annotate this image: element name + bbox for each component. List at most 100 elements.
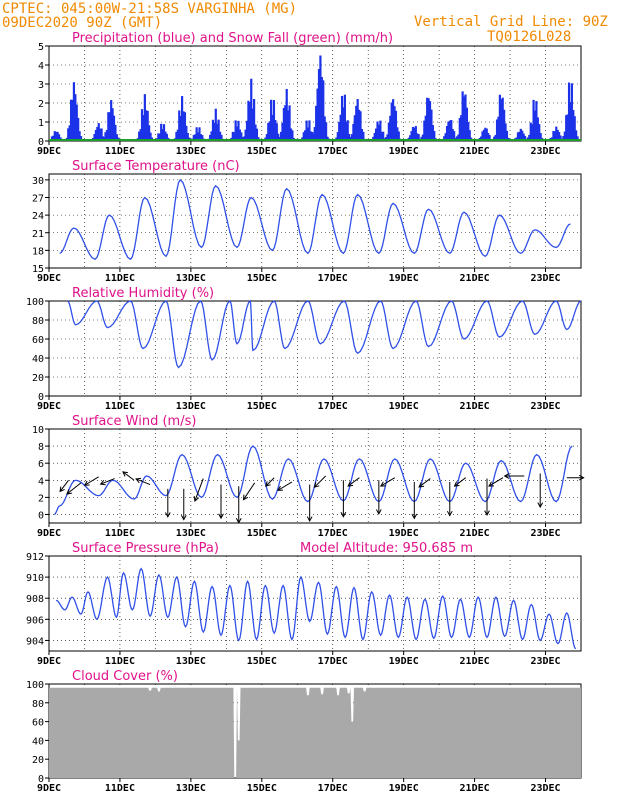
precip-bar (72, 82, 76, 141)
precip-bar (79, 136, 83, 141)
precip-bar (457, 134, 460, 141)
panel-title: Cloud Cover (%) (72, 669, 178, 684)
precip-bar (265, 134, 268, 141)
header-date: 09DEC2020 90Z (GMT) (2, 15, 162, 31)
precip-bar (162, 124, 166, 141)
precip-bar (252, 99, 256, 141)
precip-bar (209, 134, 212, 141)
precip-bar (107, 112, 110, 141)
precip-bar (353, 115, 356, 141)
x-tick-label: 15DEC (247, 528, 277, 539)
y-tick-label: 0 (38, 137, 44, 148)
precip-bar (245, 120, 249, 141)
precip-bar (192, 134, 195, 141)
panel-4: 0 2 4 6 8 10 9DEC 11DEC 13DEC 15DEC 17DEC 19DEC 21DE… (32, 414, 585, 539)
precip-bar (302, 132, 305, 141)
precip-bar (149, 132, 152, 141)
precip-bar (220, 134, 223, 141)
precip-bar (523, 135, 527, 141)
precip-bar (348, 133, 351, 141)
precip-bar (218, 131, 222, 141)
precip-bar (179, 115, 182, 141)
precip-bar (282, 107, 285, 141)
x-tick-label: 11DEC (105, 273, 135, 284)
precip-bar (346, 120, 349, 141)
precip-bar (552, 130, 555, 141)
wind-arrow-head (306, 516, 313, 522)
precip-bar (140, 109, 144, 141)
x-tick-label: 21DEC (460, 401, 490, 412)
precip-bar (343, 94, 346, 141)
wind-arrow-head (99, 479, 106, 486)
wind-arrow-head (340, 512, 347, 518)
precip-bar (274, 120, 277, 141)
precip-bar (157, 133, 160, 141)
precip-bar (145, 110, 148, 141)
x-tick-label: 19DEC (389, 273, 419, 284)
wind-arrow-head (313, 482, 320, 488)
precip-bar (164, 131, 167, 141)
precip-bar (68, 125, 71, 141)
precip-bar (430, 109, 433, 141)
precip-bar (320, 77, 323, 141)
precip-bar (393, 106, 396, 141)
precip-bar (450, 120, 453, 141)
wind-arrow-head (122, 471, 128, 477)
precip-bar (532, 99, 535, 141)
wind-arrow-head (379, 481, 386, 487)
precip-bar (468, 130, 471, 141)
y-tick-label: 30 (32, 176, 44, 187)
x-tick-label: 9DEC (37, 528, 61, 539)
wind-arrow-head (59, 486, 65, 493)
wind-arrow-head (242, 494, 249, 501)
precip-bar (360, 129, 364, 141)
y-tick-label: 0 (38, 510, 44, 521)
panel-frame (48, 300, 582, 397)
precip-bar (138, 131, 141, 141)
x-tick-label: 19DEC (389, 146, 419, 157)
precip-bar (271, 114, 274, 141)
precip-bar (519, 128, 522, 141)
precip-bar (417, 134, 420, 141)
precip-bar (390, 102, 393, 141)
wind-arrow (194, 478, 204, 502)
panel-title: Surface Wind (m/s) (72, 414, 196, 429)
y-tick-label: 40 (32, 354, 44, 365)
panel-frame (48, 173, 582, 269)
precip-bar (428, 101, 432, 141)
precip-bar (570, 83, 573, 141)
wind-arrow-head (193, 495, 199, 502)
precip-bar (563, 131, 566, 141)
x-tick-label: 9DEC (37, 273, 61, 284)
precip-bar (426, 97, 429, 141)
y-tick-label: 10 (32, 425, 44, 436)
y-tick-label: 912 (26, 552, 44, 563)
precip-bar (182, 111, 185, 141)
precip-bar (458, 117, 461, 141)
precip-bar (317, 69, 321, 141)
precip-bar (567, 82, 571, 141)
precip-bar (105, 130, 109, 141)
precip-bar (522, 133, 525, 141)
precip-bar (410, 131, 413, 141)
precip-bar (493, 136, 496, 141)
precip-bar (555, 126, 558, 141)
precip-bar (573, 116, 576, 141)
panel-title: Surface Pressure (hPa) (72, 541, 219, 556)
precip-bar (411, 126, 415, 141)
wind-arrow-head (265, 481, 271, 487)
wind-arrow (135, 478, 151, 486)
precip-bar (216, 123, 219, 141)
precip-bar (485, 128, 488, 141)
precip-bar (453, 131, 456, 141)
precip-bar (196, 132, 200, 141)
precip-bar (396, 127, 399, 141)
precip-bar (461, 91, 464, 141)
x-tick-label: 9DEC (37, 783, 61, 794)
x-tick-label: 13DEC (176, 528, 206, 539)
wind-arrow-head (235, 518, 242, 524)
precip-bar (175, 131, 178, 141)
precip-bar (268, 121, 271, 141)
x-tick-label: 9DEC (37, 656, 61, 667)
precip-bar (101, 136, 105, 141)
